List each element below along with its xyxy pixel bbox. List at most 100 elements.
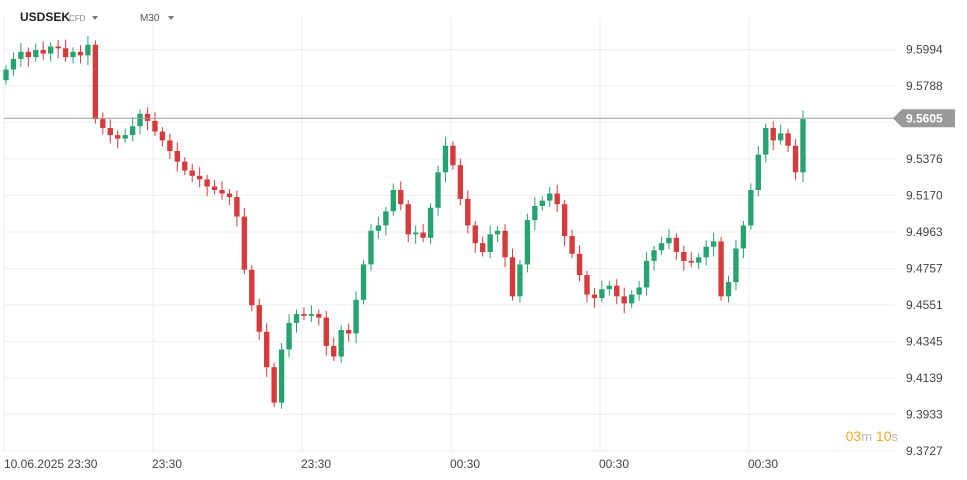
candle-body-down <box>450 145 456 166</box>
candle-body-up <box>435 172 441 208</box>
candle-body-down <box>561 204 568 237</box>
candle-body-up <box>308 314 315 316</box>
y-axis: 9.59949.57889.55829.53769.51709.49639.47… <box>906 42 943 458</box>
countdown-seconds: 10 <box>875 428 892 444</box>
candle-body-up <box>636 287 642 295</box>
candle-body-up <box>286 322 292 350</box>
candle-body-down <box>152 120 158 132</box>
candle-body-up <box>547 193 553 201</box>
candle-body-down <box>584 275 590 295</box>
candle-body-up <box>763 127 769 155</box>
candle-body-down <box>673 237 680 253</box>
candle-body-up <box>360 264 367 300</box>
candle-body-down <box>219 190 225 194</box>
candle-body-down <box>554 193 560 205</box>
candle-body-up <box>10 58 17 70</box>
y-tick-label: 9.5788 <box>906 79 943 93</box>
candle-body-up <box>368 230 374 265</box>
candle-body-up <box>539 200 545 206</box>
candle-body-up <box>70 51 76 58</box>
candle-body-down <box>785 133 791 146</box>
candle-body-down <box>204 179 210 187</box>
candle-body-down <box>345 329 352 334</box>
candle-body-up <box>3 69 9 81</box>
candle-body-up <box>487 234 493 253</box>
candle-body-down <box>331 345 337 357</box>
x-tick-label: 23:30 <box>152 457 182 471</box>
candle-body-up <box>755 154 761 191</box>
current-price-marker: 9.5605 <box>4 109 955 128</box>
candle-body-up <box>85 44 91 56</box>
countdown-seconds-unit: s <box>891 429 899 444</box>
symbol-label[interactable]: USDSEK <box>20 10 71 24</box>
candle-body-up <box>137 113 143 127</box>
y-tick-label: 9.5170 <box>906 188 943 202</box>
symbol-dropdown-chevron-down-icon[interactable] <box>92 16 98 20</box>
y-tick-label: 9.3727 <box>906 444 943 458</box>
candle-body-down <box>420 232 426 238</box>
candle-body-up <box>532 205 538 221</box>
candle-body-up <box>666 237 672 244</box>
timeframe-selector[interactable]: M30 <box>140 13 160 24</box>
candle-body-down <box>249 269 255 306</box>
candle-body-down <box>457 165 464 199</box>
candle-body-up <box>800 119 806 173</box>
y-tick-label: 9.4345 <box>906 335 943 349</box>
y-tick-label: 9.4139 <box>906 371 943 385</box>
candle-body-up <box>338 329 344 357</box>
candle-body-up <box>658 243 665 251</box>
candle-body-down <box>271 367 277 403</box>
candle-body-up <box>748 190 754 226</box>
candle-body-down <box>770 127 776 141</box>
countdown-minutes: 03 <box>845 428 862 444</box>
candle-body-up <box>427 207 434 238</box>
candlestick-series <box>3 36 806 409</box>
candle-body-down <box>398 190 404 205</box>
timeframe-chevron-down-icon[interactable] <box>168 16 174 20</box>
y-tick-label: 9.5376 <box>906 152 943 166</box>
candle-body-up <box>703 246 709 258</box>
candle-body-down <box>62 48 69 58</box>
countdown-minutes-unit: m <box>861 429 873 444</box>
current-price-value: 9.5605 <box>906 112 943 126</box>
candle-body-down <box>465 198 471 226</box>
candle-body-down <box>174 151 180 162</box>
x-axis: 10.06.2025 23:30 23:30 23:30 00:30 00:30 00:3… <box>4 457 778 471</box>
candle-body-down <box>196 175 203 180</box>
candle-body-up <box>606 285 613 290</box>
instrument-type-label: CFD <box>69 14 86 23</box>
candle-body-up <box>18 51 24 59</box>
candle-body-down <box>77 51 84 56</box>
candle-body-up <box>278 349 285 403</box>
candle-body-down <box>792 145 799 173</box>
x-tick-label: 23:30 <box>301 457 331 471</box>
candle-body-up <box>524 220 531 265</box>
candle-body-up <box>129 126 136 136</box>
candle-body-up <box>740 225 747 249</box>
candle-body-up <box>725 282 732 297</box>
candle-body-down <box>614 285 620 297</box>
candle-body-down <box>159 131 166 141</box>
candle-body-up <box>629 294 635 304</box>
candle-body-down <box>718 241 724 297</box>
candle-body-down <box>92 44 99 120</box>
candle-body-up <box>353 299 359 334</box>
candle-body-up <box>33 50 39 58</box>
candle-body-down <box>509 257 516 297</box>
candle-body-up <box>375 225 382 231</box>
candle-body-up <box>494 230 501 235</box>
candle-body-down <box>264 331 270 368</box>
current-price-tag <box>893 109 955 128</box>
candle-body-down <box>591 294 598 299</box>
candle-body-down <box>569 236 575 254</box>
y-tick-label: 9.4551 <box>906 298 943 312</box>
y-tick-label: 9.4757 <box>906 262 943 276</box>
candle-body-down <box>472 225 478 244</box>
candle-body-up <box>710 241 717 247</box>
candle-body-down <box>241 216 248 270</box>
candle-body-up <box>599 289 605 299</box>
candle-body-down <box>167 140 173 152</box>
candle-countdown: 03m 10s <box>846 428 898 444</box>
candle-body-up <box>48 46 54 54</box>
